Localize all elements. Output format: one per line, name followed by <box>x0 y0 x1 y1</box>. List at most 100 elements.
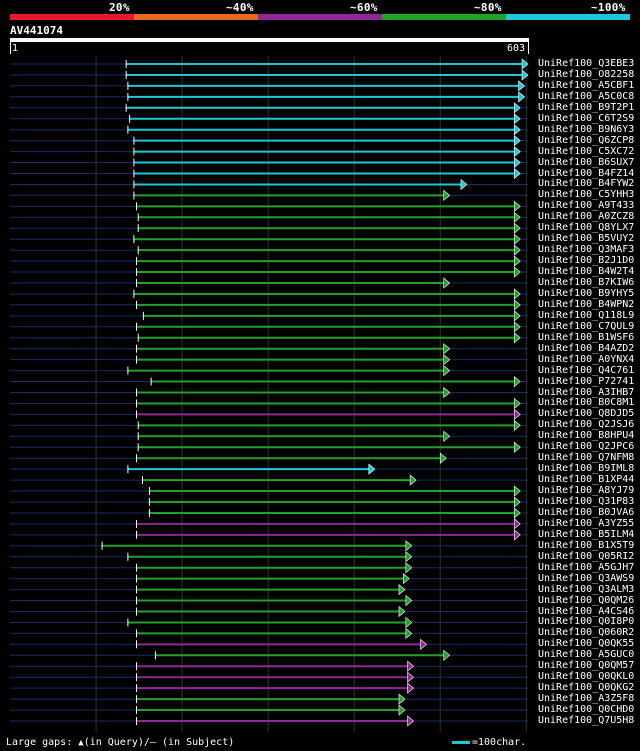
hit-arrow <box>443 189 451 202</box>
hit-label[interactable]: UniRef100_C7QUL9 <box>538 320 635 332</box>
hit-label[interactable]: UniRef100_A5GJH7 <box>538 561 635 573</box>
ruler-end-tick <box>528 42 529 54</box>
hit-arrow <box>407 682 415 694</box>
hit-label[interactable]: UniRef100_A4CS46 <box>538 605 635 617</box>
hit-label[interactable]: UniRef100_B8HPU4 <box>538 430 635 442</box>
hit-label[interactable]: UniRef100_Q8DJD5 <box>538 408 635 420</box>
hit-label[interactable]: UniRef100_B1X5T9 <box>538 539 635 551</box>
query-gap-icon: ▲ <box>78 738 84 748</box>
hit-label[interactable]: UniRef100_A8YJ79 <box>538 485 635 497</box>
hit-label[interactable]: UniRef100_Q7U5H8 <box>538 715 635 726</box>
hit-label[interactable]: UniRef100_A3Z5F8 <box>538 693 635 705</box>
hit-label[interactable]: UniRef100_C5XC72 <box>538 145 635 157</box>
hit-label[interactable]: UniRef100_B4FYW2 <box>538 178 635 190</box>
hit-label[interactable]: UniRef100_B5VUY2 <box>538 233 635 245</box>
hit-label[interactable]: UniRef100_A3YZ55 <box>538 517 635 529</box>
hit-label[interactable]: UniRef100_Q3EBE3 <box>538 58 635 69</box>
hit-arrow <box>513 200 521 212</box>
hit-label[interactable]: UniRef100_Q118L9 <box>538 309 635 321</box>
hit-label[interactable]: UniRef100_Q31P83 <box>538 496 635 507</box>
hit-label[interactable]: UniRef100_B0JVA6 <box>538 506 635 518</box>
hit-label[interactable]: UniRef100_B2J1D0 <box>538 255 635 267</box>
hit-label[interactable]: UniRef100_O82258 <box>538 68 635 80</box>
hit-arrow <box>420 638 427 650</box>
hit-arrow <box>405 551 413 563</box>
hit-label[interactable]: UniRef100_B9T2P1 <box>538 101 635 113</box>
hit-arrow <box>513 222 521 234</box>
hit-label[interactable]: UniRef100_B1WSF6 <box>538 331 635 343</box>
hit-label[interactable]: UniRef100_Q0QM26 <box>538 594 635 606</box>
scale-text: =100char. <box>472 737 527 748</box>
footer-legend: Large gaps: ▲(in Query)/– (in Subject) <box>6 737 234 748</box>
hit-arrow <box>513 167 521 180</box>
hit-label[interactable]: UniRef100_B5ILM4 <box>538 528 635 540</box>
hit-arrow <box>443 343 451 355</box>
hit-label[interactable]: UniRef100_Q0I8P0 <box>538 616 635 628</box>
hit-label[interactable]: UniRef100_Q6ZCP8 <box>538 134 635 146</box>
hit-arrow <box>407 715 415 727</box>
hit-arrow <box>443 364 451 377</box>
hit-label[interactable]: UniRef100_C6T2S9 <box>538 112 635 124</box>
hit-arrow <box>521 69 529 81</box>
hit-arrow <box>513 485 521 497</box>
hit-label[interactable]: UniRef100_Q7NFM8 <box>538 452 635 464</box>
hit-arrow <box>521 58 529 70</box>
hit-label[interactable]: UniRef100_C5YHH3 <box>538 189 635 201</box>
hit-arrow <box>443 277 451 289</box>
hit-label[interactable]: UniRef100_B9IML8 <box>538 463 635 475</box>
hit-label[interactable]: UniRef100_B4W2T4 <box>538 266 635 278</box>
legend-label: 20% <box>109 1 130 14</box>
hit-label[interactable]: UniRef100_B4FZ14 <box>538 167 635 179</box>
hit-label[interactable]: UniRef100_Q3ALM3 <box>538 583 635 595</box>
hit-label[interactable]: UniRef100_A9T433 <box>538 200 635 212</box>
hit-arrow <box>402 573 410 585</box>
hit-label[interactable]: UniRef100_B9YHY5 <box>538 287 635 299</box>
hit-label[interactable]: UniRef100_Q4C761 <box>538 364 635 376</box>
hit-label[interactable]: UniRef100_Q8YLX7 <box>538 222 635 234</box>
hit-label[interactable]: UniRef100_A0YNX4 <box>538 353 635 365</box>
hit-label[interactable]: UniRef100_A5CBF1 <box>538 79 635 91</box>
hit-label[interactable]: UniRef100_P72741 <box>538 375 635 387</box>
hit-arrow <box>398 693 406 705</box>
hit-label[interactable]: UniRef100_Q0QKL0 <box>538 671 635 683</box>
query-title: AV441074 <box>10 24 63 37</box>
hit-label[interactable]: UniRef100_A5GUC0 <box>538 649 635 661</box>
legend-label: ~60% <box>350 1 378 14</box>
hit-arrow <box>513 529 521 541</box>
hit-label[interactable]: UniRef100_Q3AWS9 <box>538 572 635 584</box>
hit-label[interactable]: UniRef100_B7KIW6 <box>538 277 635 288</box>
hit-label[interactable]: UniRef100_B4WPN2 <box>538 298 635 310</box>
hit-label[interactable]: UniRef100_Q3MAF3 <box>538 244 635 256</box>
hit-arrow <box>405 594 413 607</box>
hit-label[interactable]: UniRef100_A5C0C8 <box>538 90 635 102</box>
hit-label[interactable]: UniRef100_B6SUX7 <box>538 156 635 168</box>
hit-label[interactable]: UniRef100_B0C8M1 <box>538 397 635 409</box>
hit-label[interactable]: UniRef100_A0ZCZ8 <box>538 211 635 223</box>
legend-label: ~100% <box>591 1 626 14</box>
hit-label[interactable]: UniRef100_B4AZD2 <box>538 342 635 354</box>
hit-label[interactable]: UniRef100_Q2JPC6 <box>538 441 635 453</box>
hit-arrow <box>513 255 521 267</box>
footer-query-note: (in Query)/ <box>83 737 150 748</box>
legend-segment <box>506 14 630 20</box>
hit-arrow <box>405 627 413 640</box>
hit-label[interactable]: UniRef100_Q0QM57 <box>538 660 635 672</box>
hit-arrow <box>518 91 526 103</box>
legend-segment <box>134 14 258 20</box>
hit-arrow <box>513 332 521 344</box>
hit-label[interactable]: UniRef100_Q2JSJ6 <box>538 419 635 431</box>
hit-label[interactable]: UniRef100_B1XP44 <box>538 474 635 486</box>
hit-label[interactable]: UniRef100_Q0CHD0 <box>538 704 635 716</box>
hit-label[interactable]: UniRef100_Q05RI2 <box>538 550 635 562</box>
legend-label: ~80% <box>474 1 502 14</box>
hit-arrow <box>439 452 447 464</box>
hit-label[interactable]: UniRef100_Q0QKG2 <box>538 682 635 694</box>
hit-arrow <box>398 605 406 618</box>
hit-arrow <box>513 266 521 278</box>
ruler-end-label: 603 <box>507 43 526 54</box>
hit-label[interactable]: UniRef100_Q060R2 <box>538 627 635 639</box>
hit-label[interactable]: UniRef100_B9N6Y3 <box>538 123 635 135</box>
hit-label[interactable]: UniRef100_A3IHB7 <box>538 386 635 398</box>
hit-label[interactable]: UniRef100_Q0QK55 <box>538 638 635 650</box>
hit-arrow <box>513 288 521 300</box>
